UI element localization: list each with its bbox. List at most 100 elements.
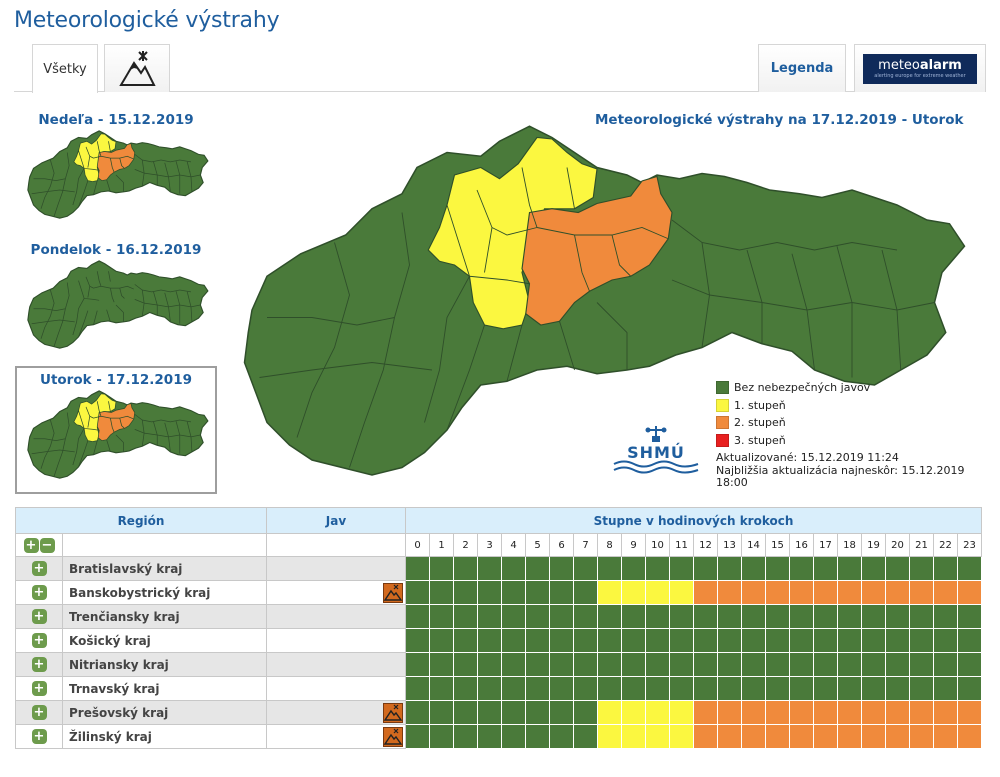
hour-level-cell: [837, 724, 862, 749]
hour-level-cell: [525, 580, 550, 605]
hour-level-cell: [741, 556, 766, 581]
day-title[interactable]: Utorok - 17.12.2019: [39, 372, 192, 388]
table-header: Región Jav Stupne v hodinových krokoch: [15, 507, 982, 534]
hour-level-cell: [813, 628, 838, 653]
hour-level-cell: [429, 556, 454, 581]
hour-level-cell: [453, 652, 478, 677]
hour-label: 19: [861, 533, 886, 557]
day-title[interactable]: Pondelok - 16.12.2019: [30, 242, 202, 258]
hour-level-cell: [861, 676, 886, 701]
hour-level-cell: [741, 580, 766, 605]
collapse-all-button[interactable]: −: [39, 537, 55, 553]
expand-row-button[interactable]: +: [31, 705, 47, 720]
hour-level-cell: [477, 652, 502, 677]
hour-level-cell: [645, 652, 670, 677]
hour-level-cell: [621, 556, 646, 581]
mountain-phenomenon-icon[interactable]: [383, 726, 403, 747]
mountain-phenomenon-icon: [119, 50, 156, 86]
hour-level-cell: [717, 652, 742, 677]
hour-level-cell: [813, 700, 838, 725]
jav-cell: [266, 724, 406, 749]
hour-label: 16: [789, 533, 814, 557]
hour-level-cell: [909, 700, 934, 725]
region-name[interactable]: Bratislavský kraj: [62, 556, 267, 581]
region-name[interactable]: Trenčiansky kraj: [62, 604, 267, 629]
table-row[interactable]: + Prešovský kraj: [15, 700, 982, 725]
day-map-sunday[interactable]: Nedeľa - 15.12.2019: [15, 108, 217, 236]
region-name[interactable]: Prešovský kraj: [62, 700, 267, 725]
expand-row-button[interactable]: +: [31, 729, 47, 744]
day-map-tuesday[interactable]: Utorok - 17.12.2019: [15, 366, 217, 494]
table-row[interactable]: + Nitriansky kraj: [15, 652, 982, 677]
table-row[interactable]: + Trnavský kraj: [15, 676, 982, 701]
hour-level-cell: [717, 580, 742, 605]
expand-row-button[interactable]: +: [31, 561, 47, 576]
tab-legend[interactable]: Legenda: [758, 44, 846, 92]
jav-cell: [266, 556, 406, 581]
hour-label: 7: [573, 533, 598, 557]
tab-bar: Všetky Legenda meteoalarm alerting europ…: [14, 44, 986, 93]
expand-all-button[interactable]: +: [23, 537, 39, 553]
hour-level-cell: [549, 580, 574, 605]
hour-label: 14: [741, 533, 766, 557]
map-legend: Bez nebezpečných javov 1. stupeň 2. stup…: [716, 379, 870, 449]
hour-level-cell: [525, 628, 550, 653]
expand-cell: +: [15, 580, 63, 605]
hour-level-cell: [789, 556, 814, 581]
tab-legend-label: Legenda: [770, 61, 834, 76]
expand-row-button[interactable]: +: [31, 585, 47, 600]
hour-label: 21: [909, 533, 934, 557]
mountain-phenomenon-icon[interactable]: [383, 702, 403, 723]
hour-level-cell: [885, 628, 910, 653]
expand-row-button[interactable]: +: [31, 633, 47, 648]
hour-level-cell: [597, 580, 622, 605]
table-row[interactable]: + Trenčiansky kraj: [15, 604, 982, 629]
table-row[interactable]: + Žilinský kraj: [15, 724, 982, 749]
hour-level-cell: [885, 652, 910, 677]
hour-level-cell: [549, 652, 574, 677]
mountain-phenomenon-icon[interactable]: [383, 582, 403, 603]
legend-row: Bez nebezpečných javov: [716, 379, 870, 397]
hour-level-cell: [837, 604, 862, 629]
hour-level-cell: [741, 724, 766, 749]
expand-row-button[interactable]: +: [31, 657, 47, 672]
hour-level-cell: [813, 652, 838, 677]
hour-level-cell: [597, 652, 622, 677]
expand-row-button[interactable]: +: [31, 609, 47, 624]
region-name[interactable]: Žilinský kraj: [62, 724, 267, 749]
hour-level-cell: [669, 676, 694, 701]
hour-level-cell: [525, 724, 550, 749]
hour-level-cell: [741, 676, 766, 701]
hour-level-cell: [405, 724, 430, 749]
hour-label: 4: [501, 533, 526, 557]
jav-cell: [266, 604, 406, 629]
hour-level-cell: [405, 556, 430, 581]
hour-level-cell: [717, 676, 742, 701]
hour-level-cell: [765, 628, 790, 653]
hour-level-cell: [765, 556, 790, 581]
tab-all[interactable]: Všetky: [32, 44, 98, 93]
hour-level-cell: [621, 604, 646, 629]
hour-label: 8: [597, 533, 622, 557]
region-name[interactable]: Banskobystrický kraj: [62, 580, 267, 605]
hour-level-cell: [909, 628, 934, 653]
hour-level-cell: [669, 628, 694, 653]
expand-cell: +: [15, 604, 63, 629]
day-title[interactable]: Nedeľa - 15.12.2019: [38, 112, 194, 128]
region-name[interactable]: Nitriansky kraj: [62, 652, 267, 677]
hour-label: 22: [933, 533, 958, 557]
region-name[interactable]: Košický kraj: [62, 628, 267, 653]
hour-level-cell: [933, 604, 958, 629]
table-row[interactable]: + Bratislavský kraj: [15, 556, 982, 581]
tab-mountain-phenomenon[interactable]: [104, 44, 170, 92]
day-map-monday[interactable]: Pondelok - 16.12.2019: [15, 238, 217, 366]
hour-label: 5: [525, 533, 550, 557]
header-hours: Stupne v hodinových krokoch: [405, 507, 982, 534]
hour-level-cell: [837, 580, 862, 605]
table-row[interactable]: + Košický kraj: [15, 628, 982, 653]
expand-row-button[interactable]: +: [31, 681, 47, 696]
region-name[interactable]: Trnavský kraj: [62, 676, 267, 701]
tab-meteoalarm[interactable]: meteoalarm alerting europe for extreme w…: [854, 44, 986, 92]
table-row[interactable]: + Banskobystrický kraj: [15, 580, 982, 605]
hour-level-cell: [669, 556, 694, 581]
